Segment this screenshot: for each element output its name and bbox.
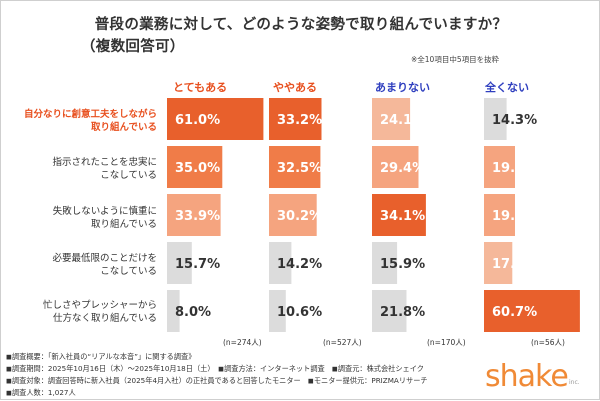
value-label-1-4: 15.7% [175, 257, 220, 272]
row-label-3: 失敗しないように慎重に 取り組んでいる [17, 205, 157, 231]
bar-1-2 [167, 146, 223, 188]
shake-logo: shake [485, 359, 569, 394]
column-header-4: 全くない [485, 81, 529, 94]
row-label-4: 必要最低限のことだけを こなしている [17, 252, 157, 278]
bar-4-1 [484, 98, 507, 140]
value-label-3-4: 15.9% [380, 257, 425, 272]
value-label-4-4: 17.9% [492, 257, 537, 272]
value-label-1-2: 35.0% [175, 161, 220, 176]
bar-2-4 [269, 242, 292, 284]
row-label-4-line-2: こなしている [100, 266, 157, 277]
footer-line-1: ◼調査概要：「新入社員の“リアルな本音”」に関する調査》 [6, 352, 196, 361]
chart-subtitle: （複数回答可） [81, 39, 185, 55]
value-label-1-3: 33.9% [175, 209, 220, 224]
value-label-4-5: 60.7% [492, 305, 537, 320]
value-label-2-1: 33.2% [277, 113, 322, 128]
chart-title: 普段の業務に対して、どのような姿勢で取り組んでいますか？ [94, 17, 508, 33]
value-label-2-4: 14.2% [277, 257, 322, 272]
column-n-4: (n=56人) [531, 338, 565, 347]
value-label-4-3: 19.6% [492, 209, 537, 224]
footer-line-4: ◼調査人数：1,027人 [6, 388, 76, 397]
bar-2-3 [269, 194, 317, 236]
bar-2-5 [269, 290, 286, 332]
row-label-2-line-1: 指示されたことを忠実に [52, 157, 157, 168]
column-header-3: あまりない [375, 81, 430, 94]
column-header-1: とてもある [173, 81, 228, 94]
value-label-1-1: 61.0% [175, 113, 220, 128]
bar-1-5 [167, 290, 180, 332]
bar-3-1 [372, 98, 411, 140]
value-label-3-3: 34.1% [380, 209, 425, 224]
value-label-2-3: 30.2% [277, 209, 322, 224]
row-label-3-line-1: 失敗しないように慎重に [52, 206, 157, 217]
column-n-2: (n=527人) [323, 338, 362, 347]
bar-1-4 [167, 242, 192, 284]
bar-4-4 [484, 242, 513, 284]
value-label-3-1: 24.1% [380, 113, 425, 128]
footer-line-2: ◼調査期間：2025年10月16日（木）〜2025年10月18日（土） ◼調査方… [6, 364, 424, 373]
bar-1-3 [167, 194, 221, 236]
bar-3-4 [372, 242, 398, 284]
column-n-3: (n=170人) [427, 338, 466, 347]
value-label-4-2: 19.6% [492, 161, 537, 176]
column-n-1: (n=274人) [223, 338, 262, 347]
row-label-2: 指示されたことを忠実に こなしている [17, 156, 157, 182]
row-label-5-line-1: 忙しさやプレッシャーから [42, 300, 157, 311]
bar-4-3 [484, 194, 515, 236]
bar-4-5 [484, 290, 580, 332]
value-label-2-2: 32.5% [277, 161, 322, 176]
row-label-3-line-2: 取り組んでいる [90, 219, 157, 230]
row-label-1: 自分なりに創意工夫をしながら 取り組んでいる [17, 108, 157, 134]
bar-2-1 [269, 98, 322, 140]
row-label-2-line-2: こなしている [100, 170, 157, 181]
value-label-4-1: 14.3% [492, 113, 537, 128]
chart-note: ※全10項目中5項目を抜粋 [411, 55, 500, 64]
value-label-3-5: 21.8% [380, 305, 425, 320]
value-label-1-5: 8.0% [175, 305, 211, 320]
bar-2-2 [269, 146, 321, 188]
bar-4-2 [484, 146, 515, 188]
value-label-2-5: 10.6% [277, 305, 322, 320]
row-label-4-line-1: 必要最低限のことだけを [52, 253, 157, 264]
row-label-1-line-1: 自分なりに創意工夫をしながら [23, 109, 157, 120]
footer-line-3: ◼調査対象：調査回答時に新入社員（2025年4月入社）の正社員であると回答したモ… [6, 376, 428, 385]
value-label-3-2: 29.4% [380, 161, 425, 176]
bar-3-5 [372, 290, 407, 332]
column-header-2: ややある [273, 81, 317, 94]
bar-3-3 [372, 194, 426, 236]
row-label-5-line-2: 仕方なく取り組んでいる [52, 313, 157, 324]
bar-1-1 [167, 98, 264, 140]
row-label-1-line-2: 取り組んでいる [90, 122, 157, 133]
bar-3-2 [372, 146, 419, 188]
row-label-5: 忙しさやプレッシャーから 仕方なく取り組んでいる [17, 299, 157, 325]
logo-suffix: inc. [569, 379, 580, 386]
